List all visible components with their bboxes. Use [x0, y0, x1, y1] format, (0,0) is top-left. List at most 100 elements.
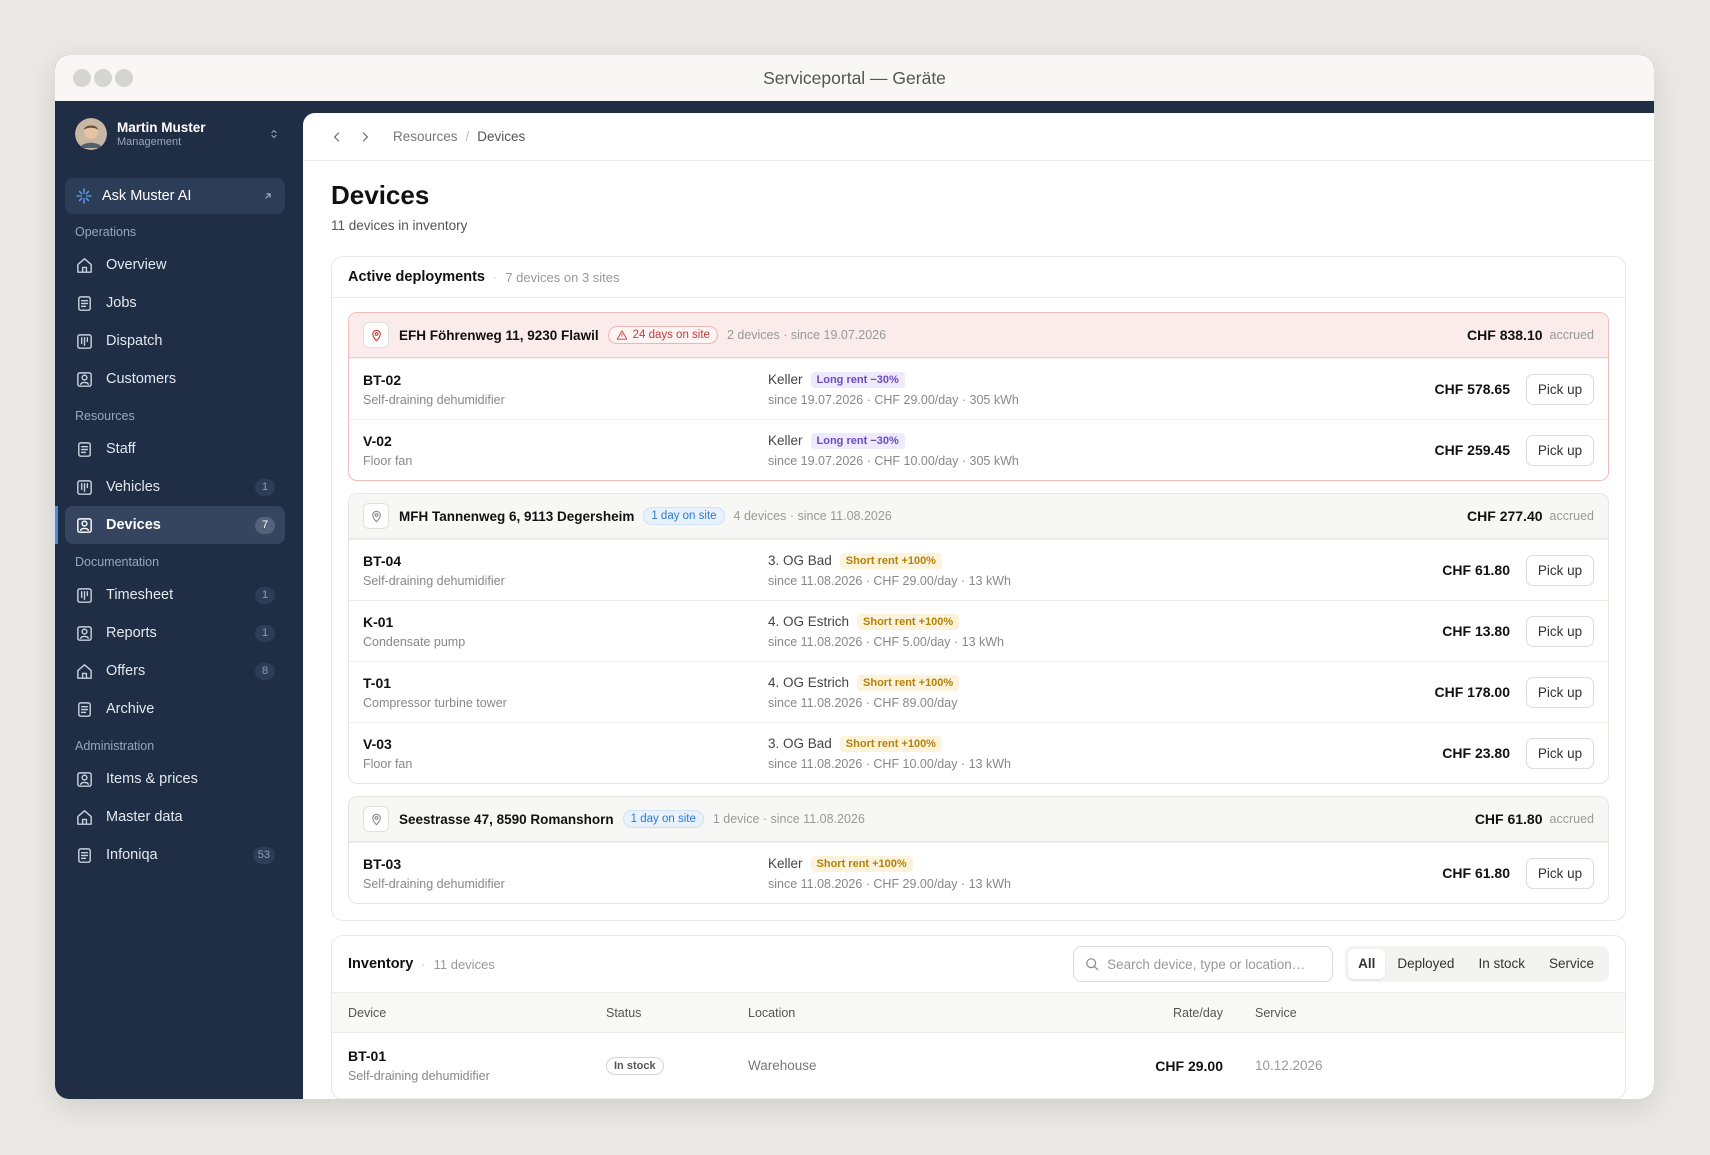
site-total: CHF 61.80: [1474, 811, 1543, 827]
nav-item[interactable]: Master data: [65, 798, 285, 836]
nav-badge: 7: [255, 516, 275, 534]
rent-tag: Short rent +100%: [857, 674, 960, 691]
site-total-note: accrued: [1549, 812, 1594, 826]
nav-icon: [77, 663, 92, 679]
nav-icon-part: [81, 374, 88, 381]
pin-icon-part: [374, 815, 378, 820]
rent-tag: Long rent −30%: [810, 371, 905, 388]
site-group: EFH Föhrenweg 11, 9230 Flawil 24 days on …: [348, 312, 1609, 481]
device-room: 3. OG Bad: [768, 736, 832, 751]
pickup-button[interactable]: Pick up: [1526, 676, 1594, 708]
nav-icon-part: [78, 701, 91, 717]
nav-icon: [78, 441, 91, 457]
filter-tab[interactable]: Service: [1548, 956, 1594, 971]
device-room: 4. OG Estrich: [768, 614, 850, 629]
breadcrumb-item[interactable]: Resources: [393, 129, 458, 144]
device-cell: BT-01 Self-draining dehumidifier: [348, 1048, 606, 1083]
device-id: T-01: [363, 674, 392, 691]
device-type: Self-draining dehumidifier: [348, 1069, 490, 1083]
avatar-hair: [84, 125, 98, 130]
external-icon: [265, 193, 271, 199]
nav-item[interactable]: Vehicles 1: [65, 468, 285, 506]
table-row[interactable]: BT-01 Self-draining dehumidifier In stock W…: [332, 1033, 1625, 1099]
device-row: BT-03 Self-draining dehumidifier Keller Sho…: [349, 842, 1608, 903]
table-header: Device Status Location Rate/day Service: [332, 993, 1625, 1033]
device-location-line: 4. OG Estrich Short rent +100%: [768, 674, 1435, 691]
device-location: Keller Long rent −30% since 19.07.2026 · C…: [768, 371, 1435, 407]
search-box[interactable]: Search device, type or location…: [1073, 946, 1334, 982]
site-badge-text: 1 day on site: [630, 813, 696, 825]
nav-label: Timesheet: [106, 587, 174, 603]
back-button[interactable]: [329, 129, 345, 145]
nav-item[interactable]: Timesheet 1: [65, 576, 285, 614]
device-room: Keller: [768, 433, 803, 448]
column-header: Status: [606, 1005, 642, 1020]
ask-ai-button[interactable]: Ask Muster AI: [65, 178, 285, 214]
breadcrumb-item[interactable]: Devices: [458, 129, 525, 144]
window: Serviceportal — Geräte Martin Muster Mana…: [55, 55, 1654, 1099]
nav-icon-part: [80, 590, 89, 600]
nav-item[interactable]: Customers: [65, 360, 285, 398]
nav-item[interactable]: Jobs: [65, 284, 285, 322]
device-row: K-01 Condensate pump 4. OG Estrich Short re…: [349, 600, 1608, 661]
nav-item[interactable]: Staff: [65, 430, 285, 468]
nav-icon: [78, 701, 91, 717]
device-type: Condensate pump: [363, 634, 466, 649]
nav-icon-part: [78, 847, 91, 863]
nav-section-title: Administration: [75, 739, 155, 753]
pin-icon-part: [374, 331, 378, 336]
window-button[interactable]: [94, 69, 112, 87]
forward-button[interactable]: [357, 129, 373, 145]
device-details: since 11.08.2026 · CHF 89.00/day: [768, 695, 958, 710]
nav-item[interactable]: Dispatch: [65, 322, 285, 360]
pin-icon-box: [363, 322, 389, 348]
nav-icon: [77, 809, 92, 825]
nav-icon-part: [77, 587, 92, 603]
card-header: Inventory11 devices Search device, type o…: [332, 936, 1625, 993]
user-switcher[interactable]: Martin Muster Management: [75, 116, 303, 152]
site-total-note: accrued: [1549, 328, 1594, 342]
filter-tab[interactable]: All: [1348, 949, 1386, 979]
nav-item[interactable]: Reports 1: [65, 614, 285, 652]
pickup-button[interactable]: Pick up: [1526, 434, 1594, 466]
site-header: MFH Tannenweg 6, 9113 Degersheim 1 day on…: [349, 494, 1608, 539]
nav-item[interactable]: Items & prices: [65, 760, 285, 798]
pickup-button[interactable]: Pick up: [1526, 857, 1594, 889]
nav-item[interactable]: Devices 7: [55, 506, 285, 544]
pin-icon-part: [374, 512, 378, 517]
nav-icon-part: [77, 371, 92, 387]
device-info: T-01 Compressor turbine tower: [363, 675, 768, 710]
window-button[interactable]: [115, 69, 133, 87]
pickup-button[interactable]: Pick up: [1526, 615, 1594, 647]
column-header: Rate/day: [1172, 1005, 1223, 1020]
pin-icon: [371, 813, 381, 825]
pickup-button[interactable]: Pick up: [1526, 737, 1594, 769]
device-location-line: 3. OG Bad Short rent +100%: [768, 552, 1442, 569]
nav-item[interactable]: Archive: [65, 690, 285, 728]
filter-tab[interactable]: Deployed: [1397, 956, 1455, 971]
device-type: Self-draining dehumidifier: [363, 573, 505, 588]
window-button[interactable]: [73, 69, 91, 87]
search-icon-part: [1086, 958, 1097, 969]
nav-item[interactable]: Overview: [65, 246, 285, 284]
pin-icon: [371, 329, 381, 341]
device-type: Self-draining dehumidifier: [363, 876, 505, 891]
site-header: EFH Föhrenweg 11, 9230 Flawil 24 days on …: [349, 313, 1608, 358]
nav-item[interactable]: Offers 8: [65, 652, 285, 690]
device-location: Keller Short rent +100% since 11.08.2026 ·…: [768, 855, 1442, 891]
device-id: V-02: [363, 432, 392, 449]
nav-icon-part: [77, 625, 92, 641]
nav-section-title: Resources: [75, 409, 135, 423]
filter-tab[interactable]: In stock: [1478, 956, 1525, 971]
device-row: BT-02 Self-draining dehumidifier Keller Lon…: [349, 358, 1608, 419]
pickup-button[interactable]: Pick up: [1526, 373, 1594, 405]
warning-icon: [616, 330, 627, 340]
device-amount: CHF 178.00: [1434, 684, 1510, 700]
device-details: since 11.08.2026 · CHF 29.00/day · 13 kW…: [768, 573, 1011, 588]
device-row: V-02 Floor fan Keller Long rent −30% since 1…: [349, 419, 1608, 480]
pickup-button[interactable]: Pick up: [1526, 554, 1594, 586]
nav-item[interactable]: Infoniqa 53: [65, 836, 285, 874]
nav-label: Staff: [106, 441, 136, 457]
card-body: EFH Föhrenweg 11, 9230 Flawil 24 days on …: [332, 298, 1625, 920]
